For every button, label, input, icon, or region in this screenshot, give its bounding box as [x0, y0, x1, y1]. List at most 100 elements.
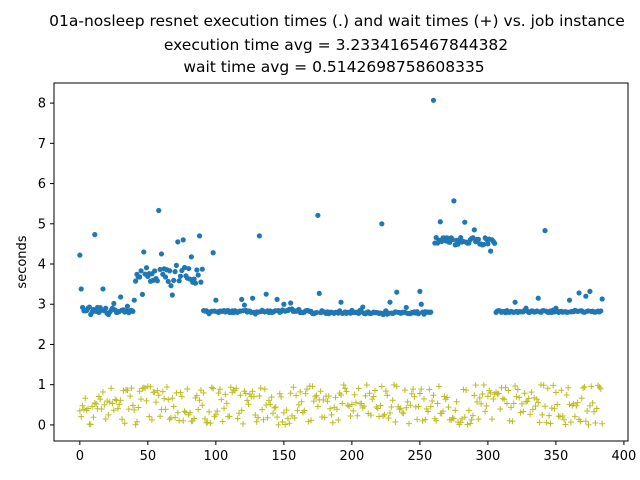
wait-time-point: [187, 409, 194, 416]
execution-time-point: [492, 240, 498, 246]
execution-time-point: [198, 279, 204, 285]
wait-time-point: [131, 406, 138, 413]
execution-time-point: [458, 234, 464, 241]
wait-time-point: [355, 385, 362, 392]
execution-time-point: [111, 300, 117, 307]
wait-time-point: [250, 393, 257, 400]
execution-time-point: [139, 291, 146, 297]
wait-time-point: [532, 403, 539, 410]
wait-time-point: [312, 393, 319, 400]
wait-time-point: [547, 420, 554, 427]
wait-time-point: [219, 418, 226, 425]
execution-time-point: [100, 286, 106, 292]
wait-time-point: [381, 411, 388, 418]
wait-time-point: [157, 413, 164, 420]
wait-time-point: [483, 402, 490, 409]
wait-time-point: [268, 394, 275, 401]
wait-time-point: [199, 402, 206, 409]
execution-time-point: [86, 304, 92, 310]
wait-time-point: [298, 398, 305, 405]
wait-time-point: [332, 394, 339, 401]
wait-time-point: [223, 400, 230, 407]
wait-time-point: [99, 388, 106, 395]
wait-time-point: [401, 387, 408, 394]
wait-time-point: [463, 387, 470, 394]
wait-time-point: [512, 383, 519, 390]
wait-time-point: [505, 387, 512, 394]
wait-time-point: [430, 392, 437, 399]
axes-frame: [53, 82, 629, 442]
wait-time-point: [127, 393, 134, 400]
wait-time-point: [552, 389, 559, 396]
wait-time-point: [476, 394, 483, 401]
wait-time-point: [536, 419, 543, 426]
wait-time-point: [91, 399, 98, 406]
execution-time-point: [103, 305, 109, 311]
wait-time-point: [510, 400, 517, 407]
wait-time-point: [527, 411, 534, 418]
execution-time-point: [165, 278, 171, 285]
wait-time-point: [293, 392, 300, 399]
y-tick-label: 3: [38, 298, 46, 313]
wait-time-point: [267, 401, 274, 408]
wait-time-point: [342, 385, 349, 392]
wait-time-point: [542, 403, 549, 410]
wait-time-point: [215, 390, 222, 397]
wait-time-point: [309, 383, 316, 390]
wait-time-point: [380, 413, 387, 420]
x-tick-label: 200: [339, 449, 364, 464]
wait-time-point: [427, 403, 434, 410]
wait-time-point: [521, 390, 528, 397]
wait-time-point: [597, 385, 604, 392]
wait-time-point: [79, 402, 86, 409]
execution-time-point: [481, 241, 487, 248]
execution-time-point: [168, 283, 174, 289]
y-tick-label: 2: [38, 338, 46, 353]
wait-time-point: [514, 386, 521, 393]
wait-time-point: [155, 392, 162, 399]
wait-time-point: [460, 386, 467, 393]
wait-time-point: [391, 381, 398, 388]
wait-time-point: [543, 419, 550, 426]
wait-time-point: [441, 393, 448, 400]
wait-time-point: [321, 414, 328, 421]
wait-time-point: [125, 406, 132, 413]
wait-time-point: [378, 383, 385, 390]
wait-time-point: [344, 402, 351, 409]
execution-time-point: [173, 262, 180, 269]
wait-time-point: [516, 394, 523, 401]
y-axis-label: seconds: [15, 235, 30, 288]
execution-time-point: [156, 207, 162, 214]
execution-time-point: [249, 295, 256, 301]
wait-time-point: [393, 383, 400, 390]
wait-time-point: [227, 384, 234, 391]
execution-time-point: [191, 276, 197, 282]
wait-time-point: [101, 401, 108, 408]
wait-time-point: [396, 406, 403, 413]
wait-time-point: [472, 382, 479, 389]
wait-time-point: [449, 415, 456, 422]
wait-time-point: [207, 420, 214, 427]
wait-time-point: [350, 407, 357, 414]
execution-time-point: [263, 291, 269, 297]
execution-time-point: [274, 296, 280, 303]
execution-time-point: [137, 274, 143, 280]
wait-time-point: [282, 421, 289, 428]
wait-time-point: [89, 403, 96, 410]
wait-time-point: [280, 409, 287, 416]
wait-time-point: [468, 416, 475, 423]
execution-time-point: [133, 278, 139, 284]
execution-time-point: [598, 308, 604, 314]
wait-time-point: [291, 414, 298, 421]
wait-time-point: [142, 384, 149, 391]
wait-time-point: [246, 391, 253, 398]
wait-time-point: [551, 405, 558, 412]
wait-time-point: [308, 417, 315, 424]
execution-time-point: [141, 249, 147, 255]
execution-time-point: [428, 309, 434, 315]
wait-time-point: [153, 399, 160, 406]
wait-time-point: [116, 401, 123, 408]
wait-time-point: [566, 401, 573, 408]
execution-time-point: [470, 235, 476, 241]
wait-time-point: [174, 409, 181, 416]
